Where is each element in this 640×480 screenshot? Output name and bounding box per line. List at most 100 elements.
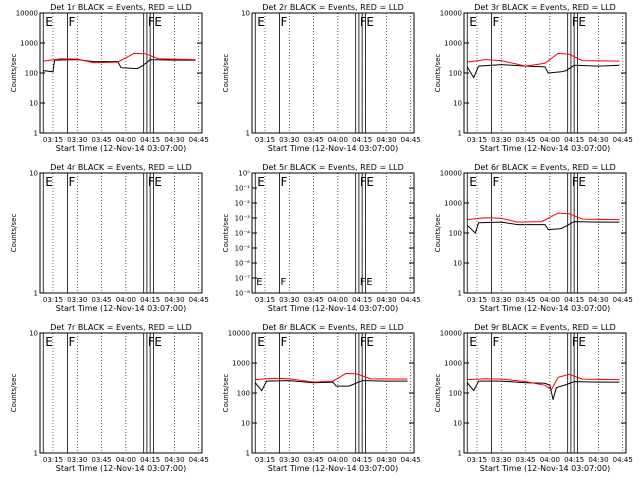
event-marker-label: F — [148, 15, 155, 29]
x-tick-label: 04:45 — [401, 456, 421, 464]
x-tick-label: 03:15 — [43, 456, 63, 464]
event-marker-label: E — [154, 335, 162, 349]
x-tick-label: 04:15 — [564, 456, 584, 464]
y-tick-label: 1 — [34, 450, 38, 458]
event-marker-label: F — [572, 335, 579, 349]
panel-title: Det 8r BLACK = Events, RED = LLD — [262, 323, 404, 332]
x-tick-label: 04:15 — [140, 296, 160, 304]
x-tick-label: 04:45 — [401, 296, 421, 304]
x-tick-label: 04:00 — [540, 136, 560, 144]
x-tick-label: 04:30 — [164, 456, 184, 464]
event-marker-label: F — [69, 335, 76, 349]
event-marker-label: E — [154, 15, 162, 29]
x-tick-label: 03:15 — [255, 296, 275, 304]
events-series-line — [254, 380, 408, 392]
y-tick-label: 10 — [241, 420, 250, 428]
detector-panel: Det 7r BLACK = Events, RED = LLD 03:15 03:… — [10, 323, 209, 473]
y-tick-label: 1000 — [444, 200, 462, 208]
y-tick-label: 10000 — [440, 170, 462, 178]
x-tick-label: 03:45 — [515, 456, 535, 464]
x-tick-label: 03:15 — [467, 456, 487, 464]
event-marker-label: F — [572, 15, 579, 29]
x-tick-label: 04:30 — [588, 296, 608, 304]
event-marker-label: F — [148, 335, 155, 349]
y-tick-label: 100 — [25, 70, 38, 78]
event-marker-label: E — [578, 15, 586, 29]
x-tick-label: 04:00 — [328, 456, 348, 464]
x-tick-label: 03:30 — [67, 296, 87, 304]
y-tick-label: 10⁰ — [238, 170, 250, 178]
x-tick-label: 04:15 — [140, 456, 160, 464]
plot-frame — [39, 172, 203, 294]
event-marker-label: F — [360, 175, 367, 189]
x-axis-label: Start Time (12-Nov-14 03:07:00) — [268, 144, 398, 153]
event-marker-label: E — [366, 335, 374, 349]
events-series-line — [466, 380, 620, 400]
y-tick-label: 10000 — [16, 10, 38, 18]
event-marker-label: E — [256, 277, 262, 288]
x-tick-label: 03:45 — [303, 456, 323, 464]
y-tick-label: 100 — [449, 390, 462, 398]
detector-panel: Det 9r BLACK = Events, RED = LLD 03:15 03:… — [434, 323, 633, 473]
y-tick-label: 100 — [449, 230, 462, 238]
x-tick-label: 03:15 — [467, 296, 487, 304]
x-tick-label: 04:45 — [189, 136, 209, 144]
y-axis-label: Counts/sec — [434, 214, 442, 253]
plot-frame — [39, 332, 203, 454]
y-tick-label: 10⁻⁶ — [235, 260, 251, 268]
plot-frame — [251, 12, 415, 134]
y-tick-label: 10⁻⁷ — [235, 275, 251, 283]
lld-series-line — [467, 212, 620, 223]
plot-frame — [251, 172, 415, 294]
x-tick-label: 03:15 — [467, 136, 487, 144]
event-marker-label: E — [257, 15, 265, 29]
plot-frame — [463, 12, 627, 134]
event-marker-label: E — [366, 175, 374, 189]
x-tick-label: 04:45 — [401, 136, 421, 144]
event-marker-label: F — [69, 175, 76, 189]
y-tick-label: 10000 — [228, 330, 250, 338]
x-tick-label: 04:15 — [352, 456, 372, 464]
x-tick-label: 03:45 — [515, 136, 535, 144]
y-tick-label: 100 — [449, 70, 462, 78]
detector-panel: Det 6r BLACK = Events, RED = LLD 03:15 03:… — [434, 163, 633, 313]
event-marker-label: E — [45, 15, 53, 29]
event-marker-label: E — [45, 175, 53, 189]
event-marker-label: F — [281, 277, 287, 288]
x-tick-label: 03:30 — [279, 296, 299, 304]
event-marker-label: E — [469, 175, 477, 189]
events-series-line — [43, 59, 196, 73]
panel-title: Det 5r BLACK = Events, RED = LLD — [262, 163, 404, 172]
y-tick-label: 10⁻⁸ — [235, 290, 251, 298]
x-tick-label: 04:00 — [328, 136, 348, 144]
x-tick-label: 04:15 — [564, 296, 584, 304]
event-marker-label: F — [281, 335, 288, 349]
x-tick-label: 04:00 — [116, 456, 136, 464]
x-axis-label: Start Time (12-Nov-14 03:07:00) — [480, 144, 610, 153]
x-tick-label: 04:15 — [352, 136, 372, 144]
event-marker-label: F — [281, 15, 288, 29]
event-marker-label: E — [469, 15, 477, 29]
y-tick-label: 1 — [458, 290, 462, 298]
panel-title: Det 2r BLACK = Events, RED = LLD — [262, 3, 404, 12]
x-tick-label: 03:15 — [255, 136, 275, 144]
y-tick-label: 100 — [237, 390, 250, 398]
y-axis-label: Counts/sec — [222, 54, 230, 93]
plot-frame — [463, 172, 627, 294]
y-tick-label: 10 — [453, 100, 462, 108]
event-marker-label: E — [366, 15, 374, 29]
panel-title: Det 3r BLACK = Events, RED = LLD — [474, 3, 616, 12]
y-tick-label: 1 — [246, 450, 250, 458]
x-tick-label: 03:30 — [67, 136, 87, 144]
y-axis-label: Counts/sec — [10, 374, 18, 413]
x-axis-label: Start Time (12-Nov-14 03:07:00) — [268, 304, 398, 313]
x-tick-label: 04:00 — [328, 296, 348, 304]
x-tick-label: 03:45 — [303, 136, 323, 144]
x-axis-label: Start Time (12-Nov-14 03:07:00) — [268, 464, 398, 473]
x-tick-label: 03:45 — [91, 136, 111, 144]
y-tick-label: 10000 — [440, 10, 462, 18]
y-tick-label: 1 — [34, 130, 38, 138]
y-tick-label: 10⁻³ — [235, 215, 251, 223]
y-axis-label: Counts/sec — [10, 54, 18, 93]
detector-panel: Det 2r BLACK = Events, RED = LLD 03:15 03:… — [222, 3, 421, 153]
